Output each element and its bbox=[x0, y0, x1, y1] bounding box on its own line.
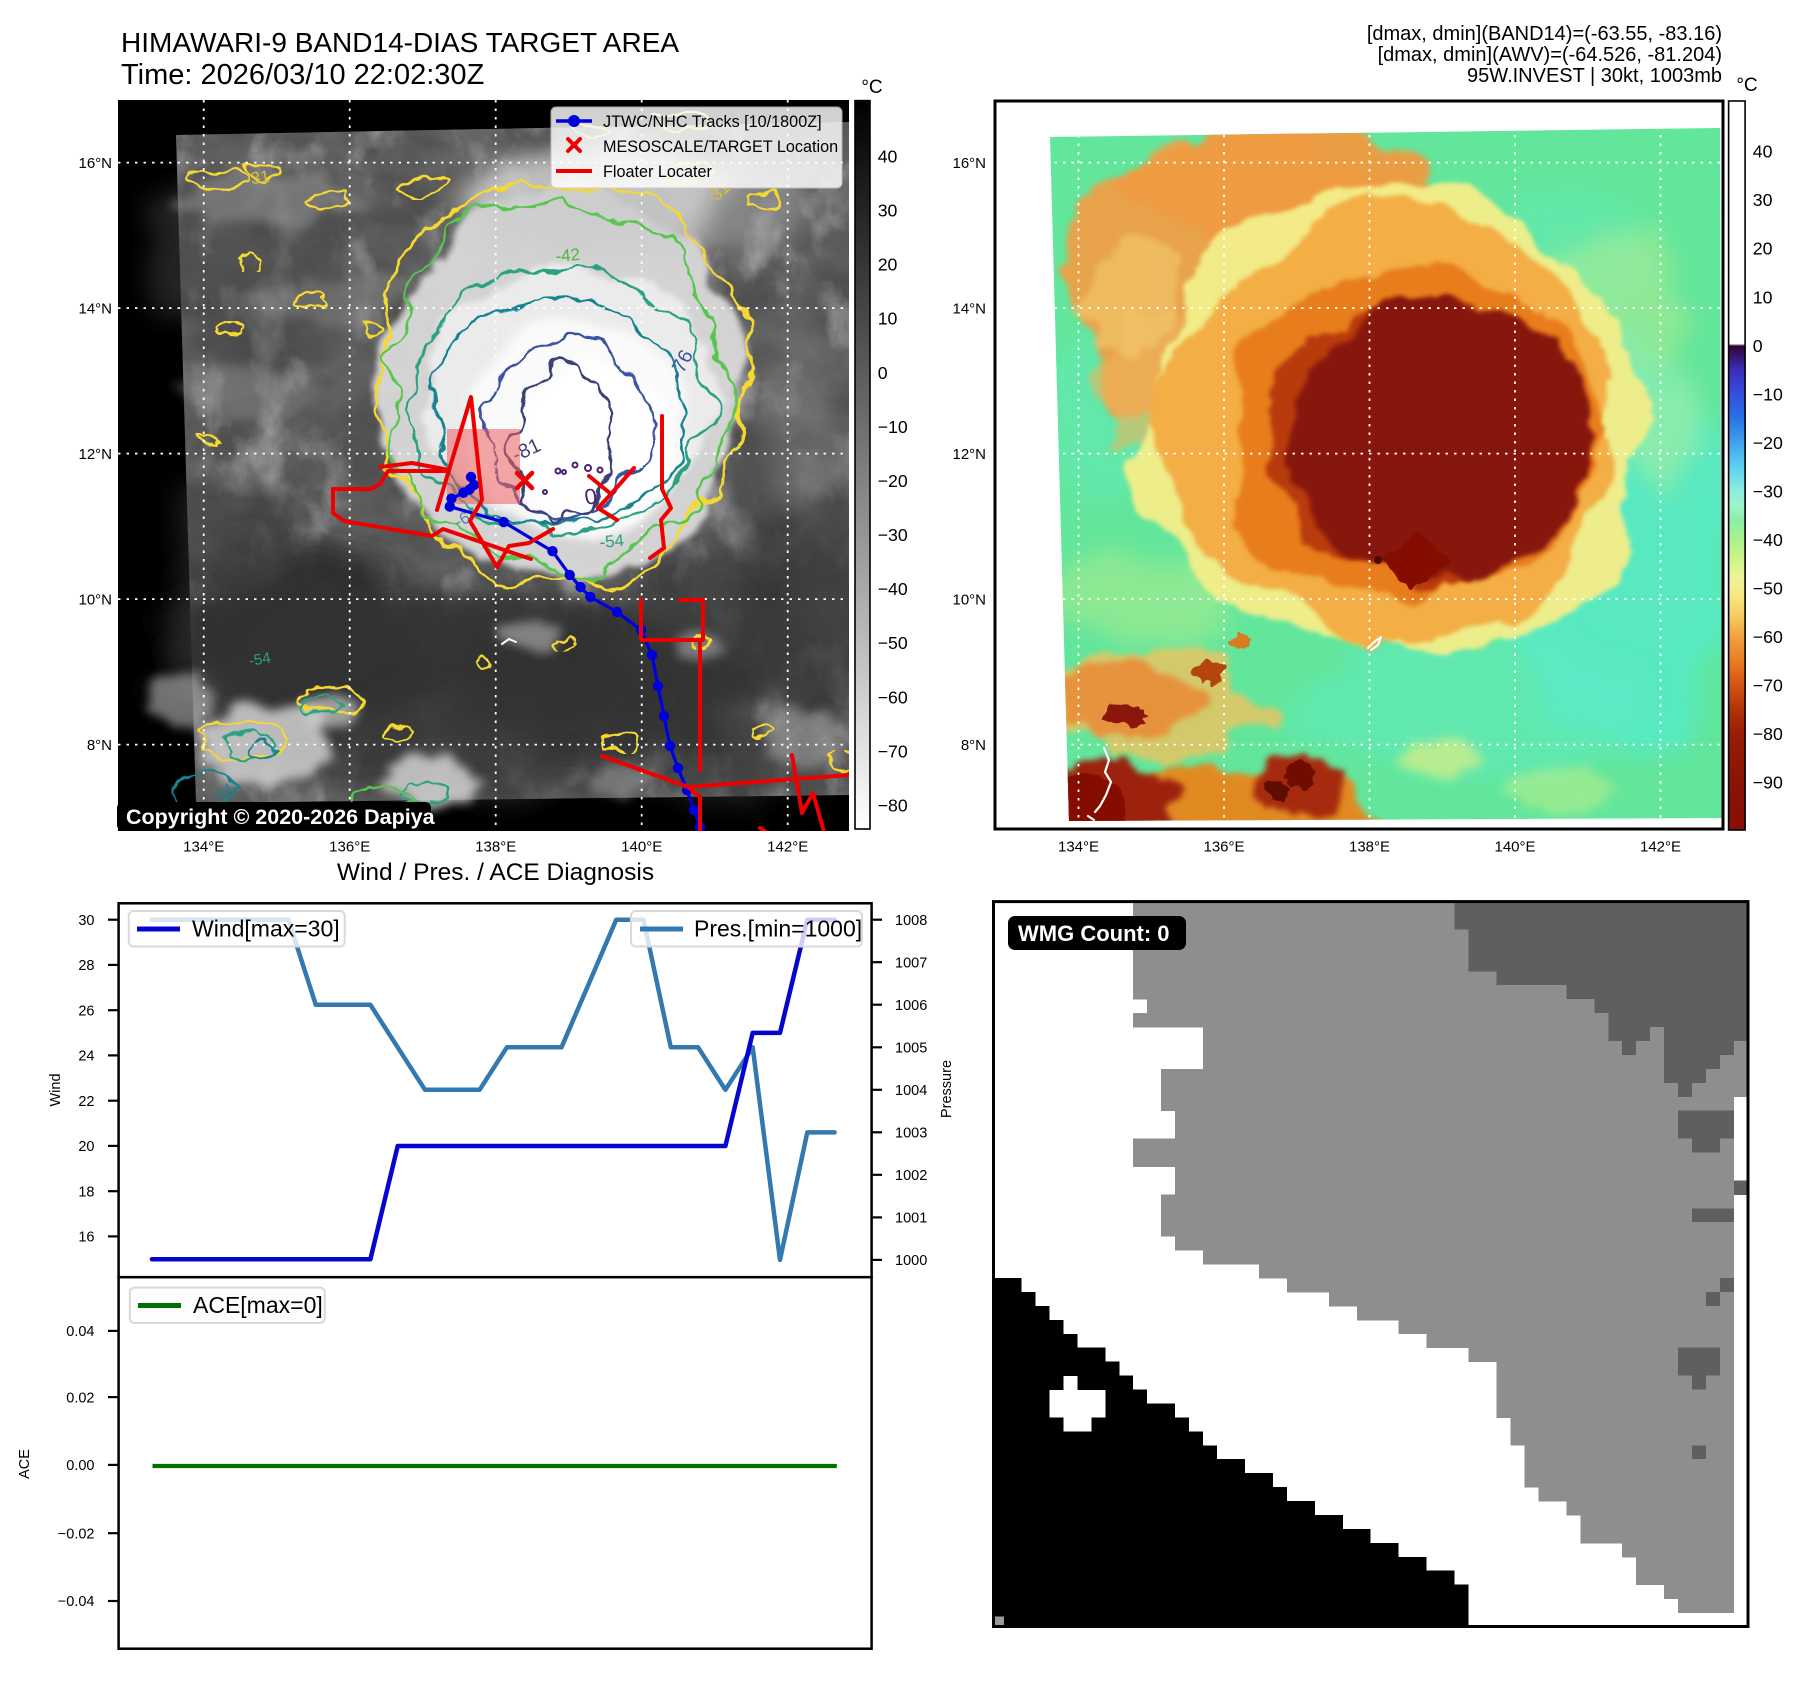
svg-text:[dmax, dmin](BAND14)=(-63.55,: [dmax, dmin](BAND14)=(-63.55, -83.16) bbox=[1367, 23, 1722, 45]
svg-text:8°N: 8°N bbox=[87, 737, 112, 754]
svg-text:[dmax, dmin](AWV)=(-64.526, -8: [dmax, dmin](AWV)=(-64.526, -81.204) bbox=[1378, 44, 1722, 66]
svg-text:ACE[max=0]: ACE[max=0] bbox=[193, 1292, 323, 1318]
svg-text:8°N: 8°N bbox=[961, 737, 986, 754]
svg-text:138°E: 138°E bbox=[1349, 839, 1390, 856]
svg-text:10: 10 bbox=[1753, 287, 1773, 307]
svg-text:°C: °C bbox=[861, 77, 882, 98]
svg-text:−50: −50 bbox=[878, 633, 908, 653]
svg-text:30: 30 bbox=[878, 201, 898, 221]
svg-text:−10: −10 bbox=[1753, 384, 1783, 404]
svg-text:14°N: 14°N bbox=[952, 301, 986, 318]
svg-text:18: 18 bbox=[78, 1184, 94, 1200]
svg-text:−50: −50 bbox=[1753, 578, 1783, 598]
svg-text:Wind / Pres. / ACE Diagnosis: Wind / Pres. / ACE Diagnosis bbox=[337, 859, 654, 886]
svg-text:40: 40 bbox=[1753, 142, 1773, 162]
svg-text:−20: −20 bbox=[1753, 433, 1783, 453]
svg-text:-54: -54 bbox=[248, 649, 272, 670]
svg-text:0: 0 bbox=[878, 363, 888, 383]
svg-text:20: 20 bbox=[878, 255, 898, 275]
svg-text:24: 24 bbox=[78, 1049, 94, 1065]
svg-text:−70: −70 bbox=[1753, 675, 1783, 695]
svg-text:95W.INVEST | 30kt, 1003mb: 95W.INVEST | 30kt, 1003mb bbox=[1467, 65, 1722, 87]
svg-text:136°E: 136°E bbox=[1203, 839, 1244, 856]
svg-text:−40: −40 bbox=[878, 579, 908, 599]
svg-text:136°E: 136°E bbox=[329, 839, 370, 856]
svg-text:16°N: 16°N bbox=[78, 155, 112, 172]
svg-text:1007: 1007 bbox=[895, 955, 927, 971]
svg-text:140°E: 140°E bbox=[1494, 839, 1535, 856]
svg-text:1004: 1004 bbox=[895, 1083, 927, 1099]
svg-text:−80: −80 bbox=[1753, 724, 1783, 744]
svg-text:°C: °C bbox=[1736, 75, 1757, 96]
svg-text:1000: 1000 bbox=[895, 1253, 927, 1269]
svg-text:−60: −60 bbox=[878, 687, 908, 707]
svg-text:1003: 1003 bbox=[895, 1126, 927, 1142]
svg-text:HIMAWARI-9 BAND14-DIAS TARGET: HIMAWARI-9 BAND14-DIAS TARGET AREA bbox=[121, 27, 679, 58]
svg-text:140°E: 140°E bbox=[621, 839, 662, 856]
svg-text:−0.02: −0.02 bbox=[58, 1526, 95, 1542]
svg-text:30: 30 bbox=[78, 913, 94, 929]
svg-text:0.00: 0.00 bbox=[66, 1458, 94, 1474]
svg-text:−30: −30 bbox=[878, 525, 908, 545]
svg-text:−30: −30 bbox=[1753, 481, 1783, 501]
svg-text:−90: −90 bbox=[1753, 772, 1783, 792]
svg-text:-54: -54 bbox=[599, 531, 625, 552]
svg-text:Wind: Wind bbox=[48, 1073, 64, 1106]
svg-text:10°N: 10°N bbox=[78, 592, 112, 609]
svg-text:138°E: 138°E bbox=[475, 839, 516, 856]
svg-text:22: 22 bbox=[78, 1094, 94, 1110]
svg-text:-31: -31 bbox=[244, 167, 271, 189]
svg-text:28: 28 bbox=[78, 958, 94, 974]
svg-text:ACE: ACE bbox=[17, 1449, 33, 1479]
svg-text:10: 10 bbox=[878, 309, 898, 329]
svg-text:16°N: 16°N bbox=[952, 155, 986, 172]
svg-text:0.02: 0.02 bbox=[66, 1390, 94, 1406]
svg-text:1002: 1002 bbox=[895, 1168, 927, 1184]
svg-text:40: 40 bbox=[878, 147, 898, 167]
svg-text:1006: 1006 bbox=[895, 998, 927, 1014]
svg-text:−10: −10 bbox=[878, 417, 908, 437]
svg-text:0: 0 bbox=[583, 483, 599, 510]
svg-text:1001: 1001 bbox=[895, 1211, 927, 1227]
svg-text:0.04: 0.04 bbox=[66, 1324, 94, 1340]
svg-text:16: 16 bbox=[78, 1230, 94, 1246]
svg-text:10°N: 10°N bbox=[952, 592, 986, 609]
svg-text:1008: 1008 bbox=[895, 913, 927, 929]
svg-text:0: 0 bbox=[1753, 336, 1763, 356]
svg-text:Pressure: Pressure bbox=[939, 1060, 955, 1118]
svg-text:−80: −80 bbox=[878, 795, 908, 815]
svg-text:20: 20 bbox=[1753, 239, 1773, 259]
svg-text:20: 20 bbox=[78, 1139, 94, 1155]
svg-text:−0.04: −0.04 bbox=[58, 1594, 95, 1610]
svg-text:134°E: 134°E bbox=[1058, 839, 1099, 856]
svg-text:WMG Count: 0: WMG Count: 0 bbox=[1018, 921, 1170, 946]
svg-text:12°N: 12°N bbox=[952, 446, 986, 463]
svg-text:14°N: 14°N bbox=[78, 301, 112, 318]
svg-text:1005: 1005 bbox=[895, 1041, 927, 1057]
svg-text:Copyright © 2020-2026 Dapiya: Copyright © 2020-2026 Dapiya bbox=[126, 805, 436, 829]
svg-text:Wind[max=30]: Wind[max=30] bbox=[192, 916, 340, 942]
svg-text:30: 30 bbox=[1753, 190, 1773, 210]
svg-text:26: 26 bbox=[78, 1003, 94, 1019]
svg-text:12°N: 12°N bbox=[78, 446, 112, 463]
svg-text:−40: −40 bbox=[1753, 530, 1783, 550]
svg-text:142°E: 142°E bbox=[767, 839, 808, 856]
svg-text:142°E: 142°E bbox=[1640, 839, 1681, 856]
svg-text:−60: −60 bbox=[1753, 627, 1783, 647]
svg-text:JTWC/NHC Tracks [10/1800Z]: JTWC/NHC Tracks [10/1800Z] bbox=[603, 113, 822, 131]
svg-text:−20: −20 bbox=[878, 471, 908, 491]
svg-text:Time: 2026/03/10 22:02:30Z: Time: 2026/03/10 22:02:30Z bbox=[121, 59, 484, 91]
svg-text:134°E: 134°E bbox=[183, 839, 224, 856]
svg-text:Floater Locater: Floater Locater bbox=[603, 163, 712, 181]
svg-text:MESOSCALE/TARGET Location: MESOSCALE/TARGET Location bbox=[603, 138, 838, 156]
svg-text:Pres.[min=1000]: Pres.[min=1000] bbox=[694, 916, 862, 942]
svg-text:-42: -42 bbox=[555, 245, 581, 266]
svg-text:−70: −70 bbox=[878, 741, 908, 761]
